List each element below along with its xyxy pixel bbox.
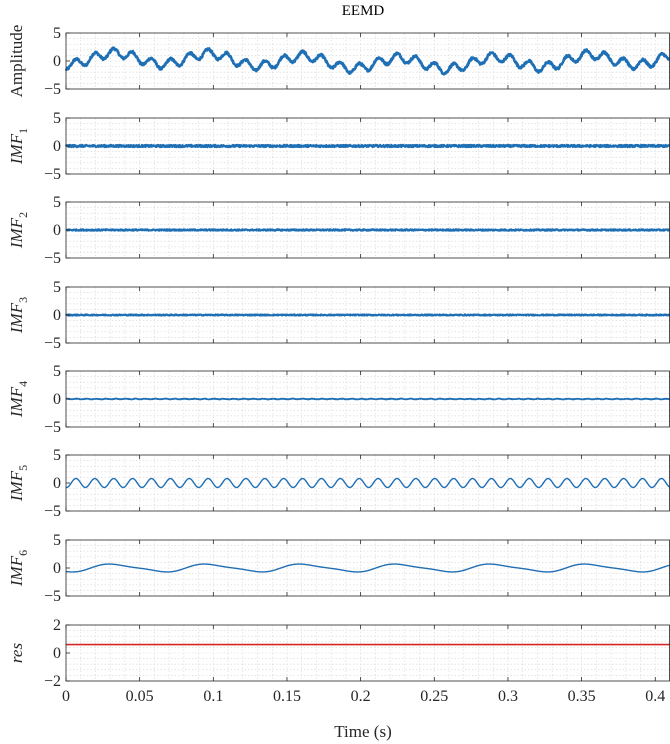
panels-group: −5 0 5 Amplitude −5 0 5 IMF1 −5 0 5 IMF2 −5 0 5 IMF3 −5 0…: [7, 25, 670, 705]
y-tick-label: −2: [44, 673, 61, 690]
y-tick-label: 5: [53, 110, 61, 127]
chart-title: EEMD: [342, 3, 385, 19]
y-axis-title-imf5: IMF5: [7, 465, 30, 502]
x-tick-label: 0.2: [351, 688, 371, 705]
y-tick-label: −5: [44, 588, 61, 605]
y-tick-label: −5: [44, 81, 61, 98]
x-tick-label: 0.4: [645, 688, 665, 705]
x-tick-label: 0.3: [498, 688, 518, 705]
y-tick-label: 0: [53, 645, 61, 662]
panel-imf1: −5 0 5 IMF1: [7, 110, 670, 183]
y-tick-label: 5: [53, 363, 61, 380]
series-line-imf6: [65, 563, 670, 573]
panel-signal: −5 0 5 Amplitude: [7, 25, 670, 98]
x-tick-label: 0.05: [126, 688, 154, 705]
y-axis-title-imf4: IMF4: [7, 381, 30, 418]
y-tick-label: 5: [53, 447, 61, 464]
y-axis-title-imf3: IMF3: [7, 297, 30, 334]
y-tick-label: 5: [53, 279, 61, 296]
x-tick-label: 0.1: [203, 688, 223, 705]
y-tick-label: 0: [53, 222, 61, 239]
y-tick-label: −5: [44, 419, 61, 436]
panel-imf5: −5 0 5 IMF5: [7, 447, 670, 520]
panel-residual: −2 0 2 res: [7, 617, 670, 690]
x-tick-label: 0: [62, 688, 70, 705]
y-axis-title-imf6: IMF6: [7, 550, 30, 587]
series-line-signal: [64, 46, 670, 76]
series-line-imf2: [65, 228, 670, 232]
series-line-imf3: [65, 313, 670, 317]
y-tick-label: 0: [53, 138, 61, 155]
y-axis-title-signal: Amplitude: [7, 25, 26, 98]
y-tick-label: 0: [53, 475, 61, 492]
y-tick-label: 0: [53, 53, 61, 70]
panel-imf6: −5 0 5 IMF6: [7, 532, 670, 605]
y-axis-title-residual: res: [7, 643, 26, 664]
y-tick-label: −5: [44, 250, 61, 267]
x-tick-label: 0.35: [568, 688, 596, 705]
y-tick-label: −5: [44, 503, 61, 520]
series-line-imf4: [65, 397, 670, 401]
y-tick-label: −5: [44, 335, 61, 352]
series-line-imf5: [65, 477, 670, 489]
y-tick-label: 0: [53, 307, 61, 324]
x-tick-label: 0.15: [273, 688, 301, 705]
series-line-imf1: [64, 143, 670, 149]
x-tick-label: 0.25: [420, 688, 448, 705]
panel-imf4: −5 0 5 IMF4: [7, 363, 670, 436]
y-axis-title-imf1: IMF1: [7, 128, 30, 165]
y-tick-label: 5: [53, 25, 61, 42]
y-tick-label: −5: [44, 166, 61, 183]
y-tick-label: 2: [53, 617, 61, 634]
panel-imf3: −5 0 5 IMF3: [7, 279, 670, 352]
panel-imf2: −5 0 5 IMF2: [7, 194, 670, 267]
y-tick-label: 5: [53, 194, 61, 211]
y-tick-label: 0: [53, 560, 61, 577]
y-tick-label: 5: [53, 532, 61, 549]
y-tick-label: 0: [53, 391, 61, 408]
x-axis-title: Time (s): [334, 722, 391, 741]
y-axis-title-imf2: IMF2: [7, 212, 30, 249]
